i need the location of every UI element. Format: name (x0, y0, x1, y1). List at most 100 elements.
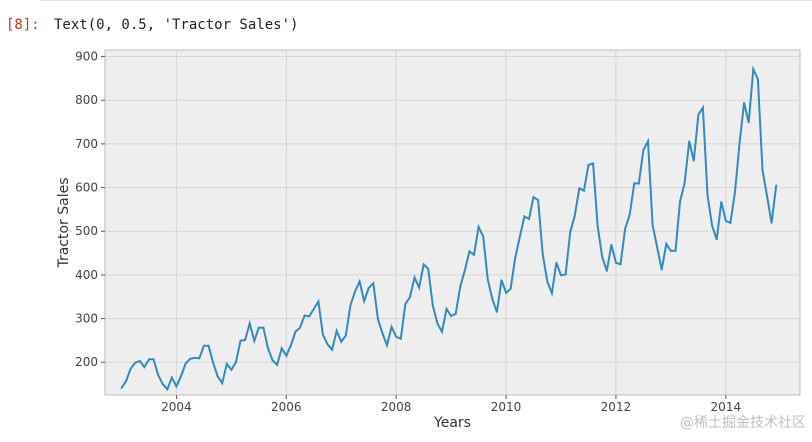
data-point (422, 263, 425, 266)
data-point (573, 215, 576, 217)
data-point (189, 357, 192, 360)
data-point (271, 359, 274, 362)
data-point (129, 367, 132, 370)
series-points (120, 68, 778, 391)
data-point (441, 330, 443, 333)
data-point (459, 285, 462, 288)
data-point (244, 339, 247, 341)
data-point (532, 196, 535, 199)
data-point (679, 200, 681, 203)
data-point (276, 364, 278, 366)
data-point (404, 303, 407, 306)
data-point (729, 222, 732, 224)
data-point (766, 195, 768, 197)
data-point (303, 314, 306, 317)
data-point (317, 300, 320, 303)
data-point (775, 184, 778, 187)
data-point (216, 375, 219, 378)
data-point (280, 347, 283, 350)
data-point (395, 336, 398, 338)
data-point (624, 228, 626, 231)
data-point (551, 292, 553, 295)
x-tick-label: 2006 (271, 400, 302, 414)
data-point (331, 348, 333, 351)
data-point (578, 187, 581, 190)
data-point (637, 182, 640, 185)
y-tick-label: 600 (75, 181, 98, 195)
data-point (569, 231, 572, 234)
data-point (555, 261, 558, 264)
x-tick-label: 2008 (381, 400, 412, 414)
data-point (757, 78, 759, 81)
data-point (180, 375, 182, 378)
data-point (665, 243, 668, 245)
data-point (134, 361, 137, 364)
data-point (225, 363, 228, 365)
data-point (647, 140, 649, 143)
data-point (239, 339, 242, 342)
x-tick-label: 2014 (711, 400, 742, 414)
execution-prompt: [8]: (6, 17, 40, 33)
y-tick-label: 300 (75, 312, 98, 326)
data-point (203, 344, 205, 347)
y-tick-label: 200 (75, 355, 98, 369)
plot-area (104, 49, 801, 396)
data-point (372, 282, 375, 285)
data-point (257, 326, 260, 329)
data-point (546, 280, 549, 283)
data-point (491, 298, 494, 300)
data-point (367, 287, 370, 289)
data-point (601, 256, 604, 258)
data-point (477, 226, 480, 228)
y-axis-ticks: 200 300 400 500 600 700 800 900 (75, 50, 105, 369)
data-point (390, 326, 393, 328)
data-point (697, 113, 700, 116)
data-point (248, 322, 251, 325)
cell-divider (40, 0, 812, 1)
series-line (120, 65, 778, 392)
data-point (358, 280, 361, 283)
data-point (207, 344, 210, 347)
data-point (427, 267, 430, 270)
data-point (720, 201, 723, 203)
data-point (473, 253, 475, 256)
data-point (711, 224, 713, 227)
data-point (138, 360, 141, 362)
data-point (683, 182, 686, 185)
x-tick-label: 2012 (601, 400, 632, 414)
data-point (436, 322, 439, 325)
watermark-text: @稀土掘金技术社区 (680, 415, 806, 431)
data-point (267, 347, 269, 350)
data-point (528, 218, 530, 220)
data-point (500, 279, 503, 281)
data-point (596, 224, 599, 227)
data-point (377, 318, 379, 320)
data-point (454, 312, 457, 315)
data-point (340, 340, 343, 343)
data-point (724, 219, 727, 222)
data-point (752, 68, 755, 71)
y-tick-label: 400 (75, 268, 98, 282)
data-point (651, 224, 654, 227)
data-point (326, 343, 329, 346)
y-tick-label: 900 (75, 50, 98, 64)
cell-output-text: Text(0, 0.5, 'Tractor Sales') (54, 17, 299, 33)
data-point (363, 300, 365, 302)
data-point (628, 213, 631, 216)
data-point (152, 358, 155, 361)
data-point (509, 288, 512, 290)
data-point (253, 339, 256, 342)
data-point (541, 253, 544, 255)
data-point (468, 250, 471, 253)
data-point (564, 273, 567, 276)
data-point (175, 385, 178, 388)
data-point (587, 164, 590, 166)
data-point (335, 329, 338, 332)
data-point (312, 308, 315, 310)
data-point (221, 382, 224, 385)
data-point (285, 354, 288, 357)
data-point (615, 261, 617, 264)
data-point (770, 222, 773, 224)
data-point (193, 357, 196, 359)
data-point (354, 290, 356, 293)
